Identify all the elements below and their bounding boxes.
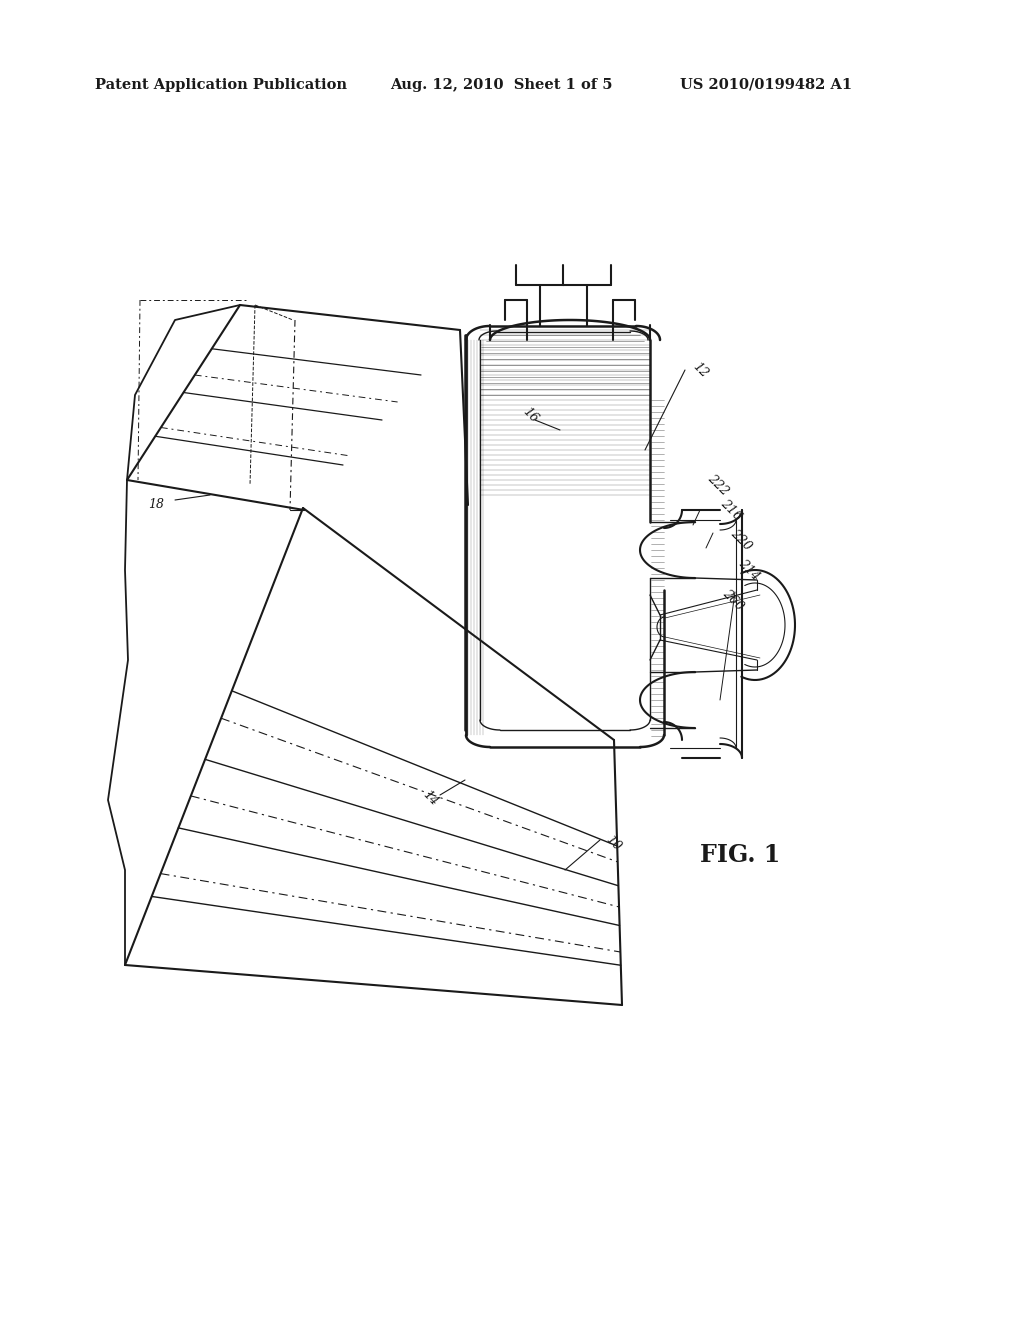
Text: 18: 18	[148, 499, 164, 511]
Text: US 2010/0199482 A1: US 2010/0199482 A1	[680, 78, 852, 92]
Text: FIG. 1: FIG. 1	[700, 843, 780, 867]
Text: 216: 216	[718, 496, 744, 523]
Text: 14: 14	[420, 788, 440, 808]
Text: Patent Application Publication: Patent Application Publication	[95, 78, 347, 92]
Text: 16: 16	[520, 405, 541, 425]
Text: 214: 214	[736, 557, 762, 583]
Text: 260: 260	[720, 587, 746, 612]
Text: 222: 222	[705, 473, 731, 498]
Text: 10: 10	[603, 833, 624, 853]
Text: Aug. 12, 2010  Sheet 1 of 5: Aug. 12, 2010 Sheet 1 of 5	[390, 78, 612, 92]
Text: 12: 12	[690, 360, 711, 380]
Text: 220: 220	[728, 527, 754, 553]
